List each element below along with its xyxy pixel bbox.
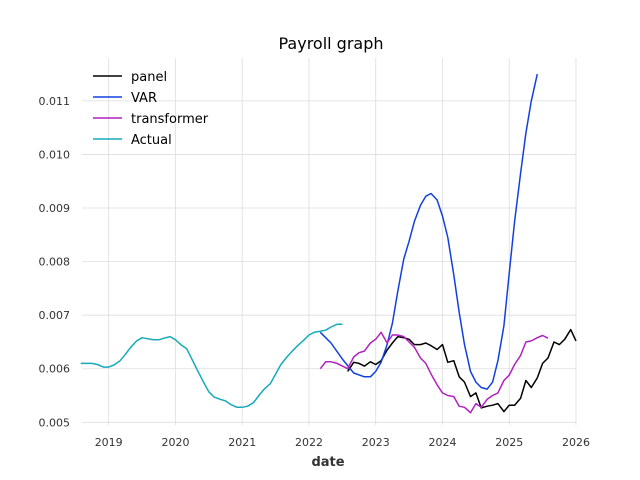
- series-line-var: [319, 73, 539, 390]
- series-line-actual: [80, 323, 343, 409]
- x-tick-label: 2026: [562, 436, 590, 449]
- y-tick-label: 0.007: [39, 309, 71, 322]
- legend: panel VAR transformer Actual: [93, 70, 209, 148]
- series-line-panel: [347, 328, 577, 413]
- legend-label-panel: panel: [131, 70, 167, 85]
- x-tick-labels: 2019 2020 2021 2022 2023 2024 2025 2026: [95, 436, 590, 449]
- chart-title: Payroll graph: [278, 34, 383, 53]
- y-tick-labels: 0.005 0.006 0.007 0.008 0.009 0.010 0.011: [39, 95, 71, 429]
- y-tick-label: 0.008: [39, 256, 71, 269]
- legend-label-transformer: transformer: [131, 112, 209, 127]
- x-tick-label: 2023: [362, 436, 390, 449]
- x-tick-label: 2025: [495, 436, 523, 449]
- x-tick-label: 2021: [228, 436, 256, 449]
- x-tick-label: 2020: [161, 436, 189, 449]
- y-tick-label: 0.010: [39, 148, 71, 161]
- x-tick-label: 2022: [295, 436, 323, 449]
- x-axis-label: date: [311, 455, 344, 470]
- x-tick-label: 2024: [428, 436, 456, 449]
- series-lines: [80, 73, 577, 414]
- legend-label-var: VAR: [131, 91, 157, 106]
- y-tick-label: 0.009: [39, 202, 71, 215]
- x-tick-label: 2019: [95, 436, 123, 449]
- grid: [82, 58, 577, 425]
- y-tick-label: 0.005: [39, 416, 71, 429]
- series-line-transformer: [319, 331, 549, 414]
- y-tick-label: 0.006: [39, 363, 71, 376]
- legend-label-actual: Actual: [131, 133, 172, 148]
- y-tick-label: 0.011: [39, 95, 71, 108]
